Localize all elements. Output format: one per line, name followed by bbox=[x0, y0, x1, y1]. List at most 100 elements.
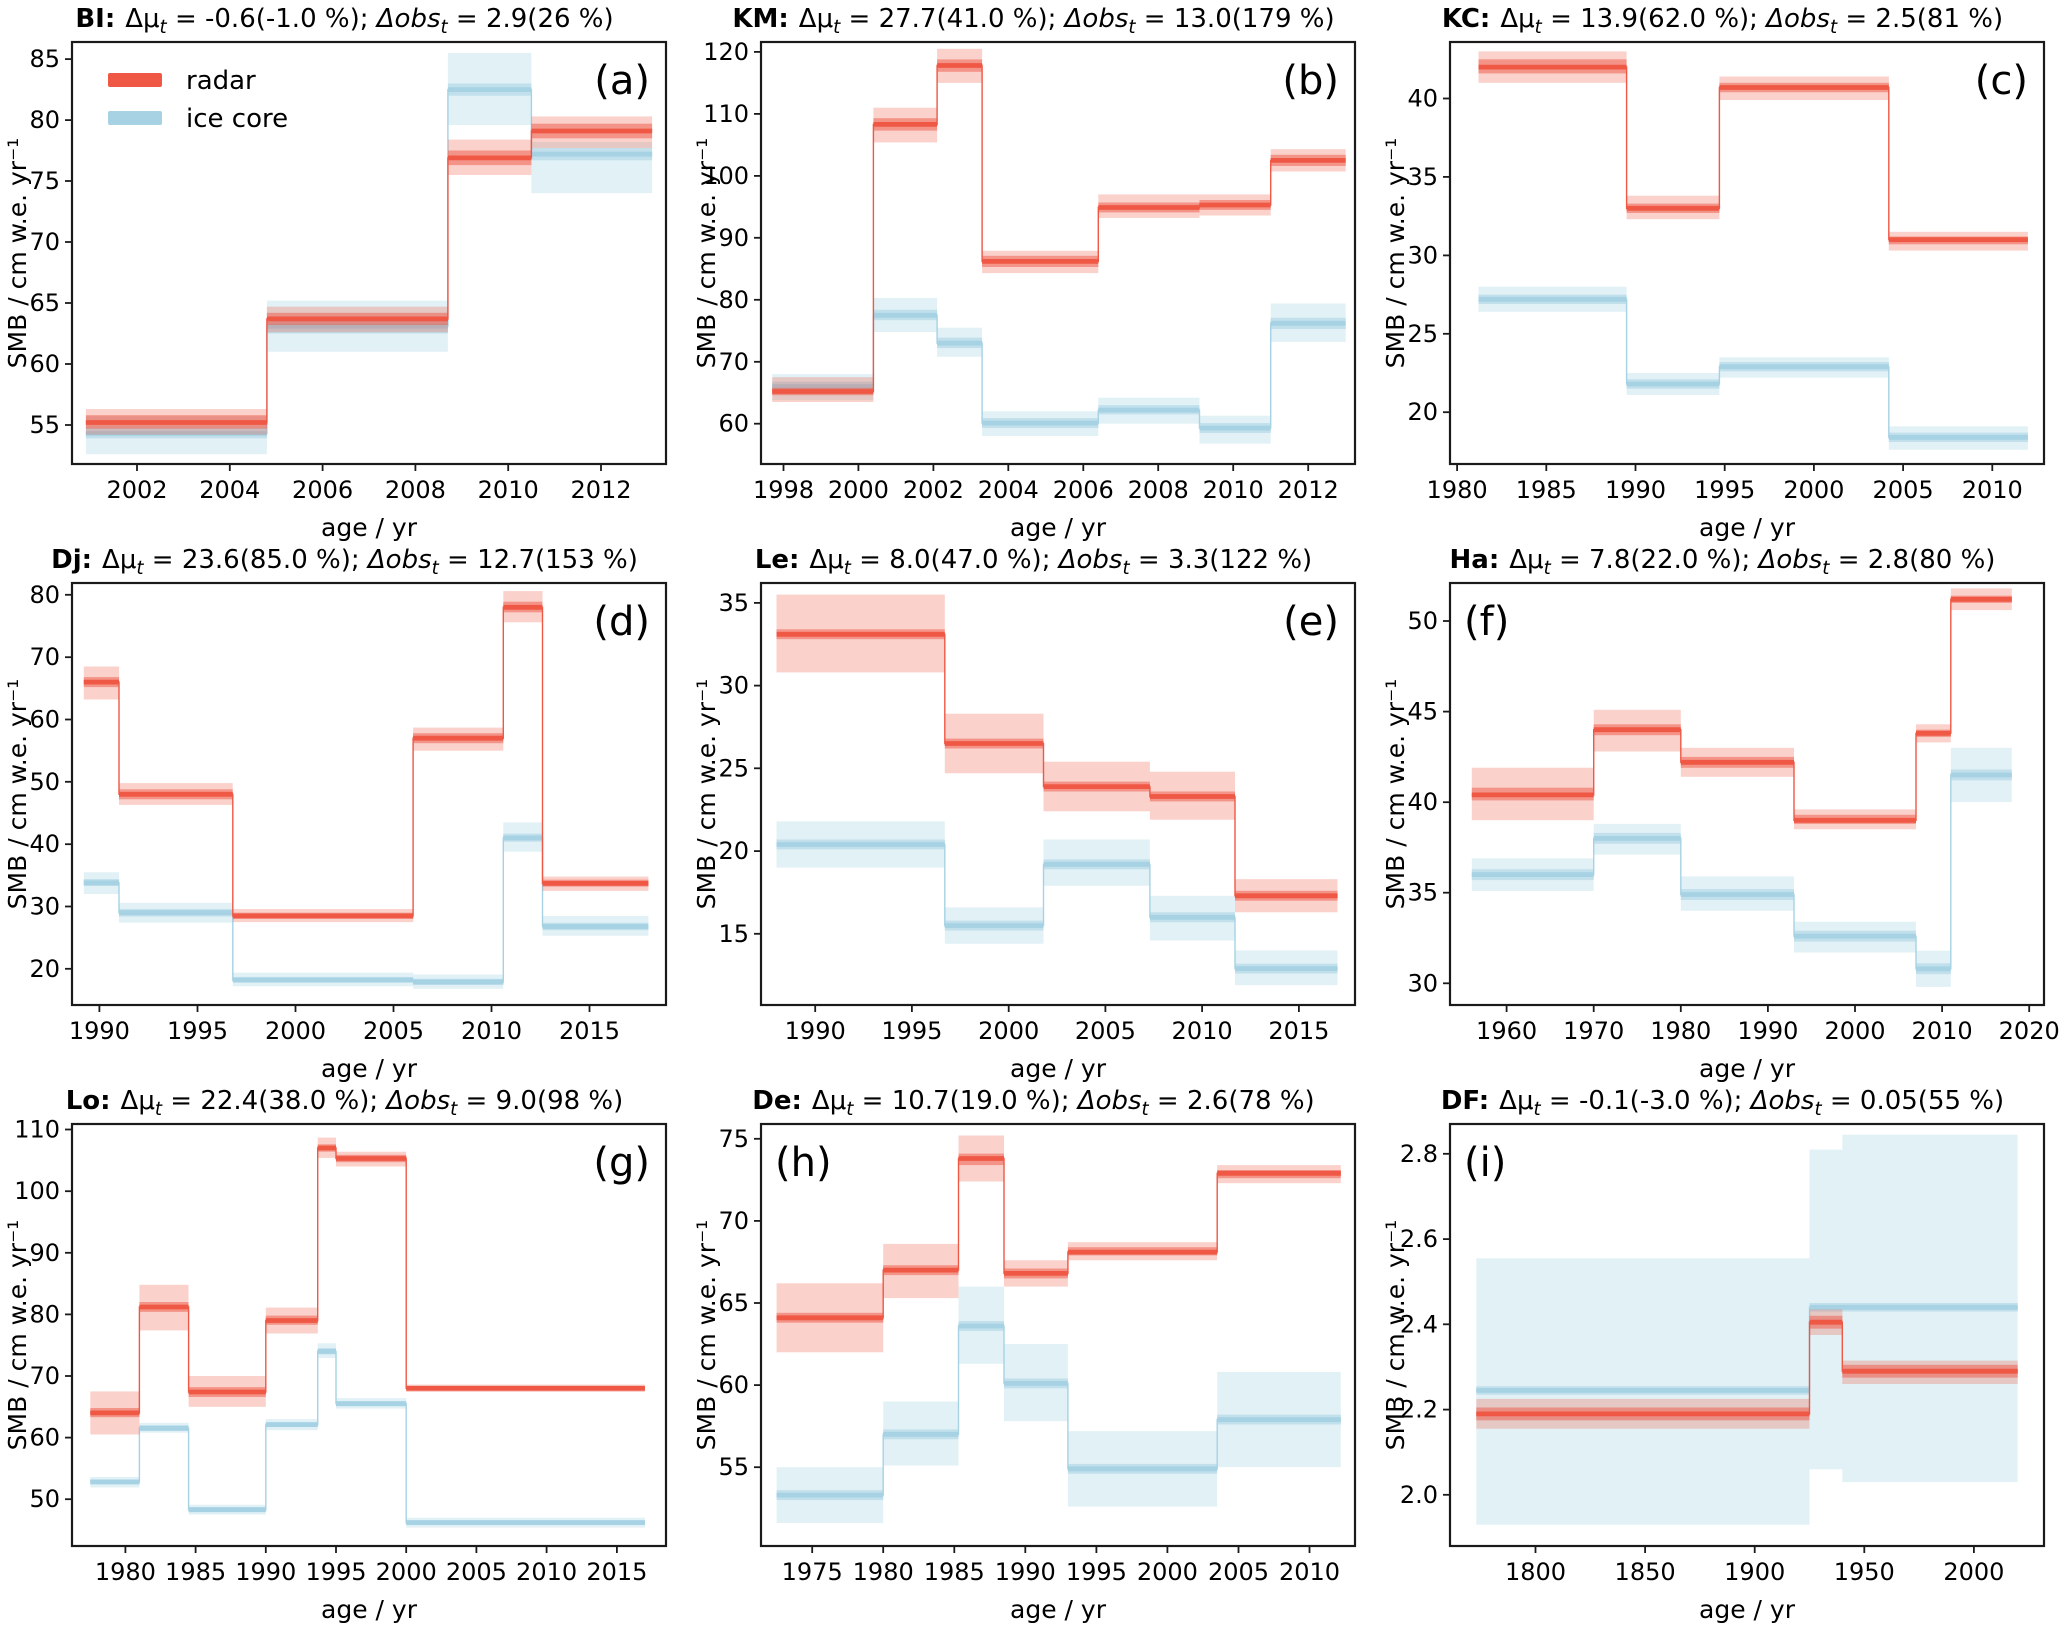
x-tick-label: 1980 bbox=[1650, 1017, 1711, 1045]
panel-title-d: Dj: Δμt = 23.6(85.0 %); Δobst = 12.7(153 … bbox=[0, 541, 689, 579]
x-tick-label: 2005 bbox=[1208, 1558, 1269, 1586]
radar-step-line bbox=[90, 1147, 645, 1414]
x-tick-label: 2012 bbox=[570, 476, 631, 504]
y-tick-label: 20 bbox=[29, 955, 60, 983]
x-axis-label: age / yr bbox=[321, 513, 418, 541]
panel-letter: (b) bbox=[1282, 58, 1339, 104]
axes-frame bbox=[70, 1122, 668, 1548]
y-tick-label: 60 bbox=[718, 410, 749, 438]
x-tick-label: 1995 bbox=[1066, 1558, 1127, 1586]
x-tick-label: 2012 bbox=[1278, 476, 1339, 504]
radar-step-line bbox=[772, 64, 1346, 393]
panel-plot-c: 1980 1985 1990 1995 2000 2005 2010 20 25 30 35 40 ag… bbox=[1381, 40, 2046, 542]
x-tick-label: 2000 bbox=[1943, 1558, 2004, 1586]
x-tick-label: 1850 bbox=[1615, 1558, 1676, 1586]
y-tick-label: 35 bbox=[718, 589, 749, 617]
y-tick-label: 25 bbox=[718, 754, 749, 782]
panel-plot-i: 1800 1850 1900 1950 2000 2.0 2.2 2.4 2.6 2.8 age /… bbox=[1381, 1122, 2046, 1624]
y-tick-label: 45 bbox=[1407, 698, 1438, 726]
y-tick-label: 110 bbox=[703, 100, 749, 128]
x-axis-label: age / yr bbox=[1699, 1054, 1796, 1082]
y-tick-label: 30 bbox=[1407, 969, 1438, 997]
panel-site: Dj: bbox=[51, 545, 93, 575]
ice_core-step-line bbox=[1471, 774, 2012, 970]
x-tick-label: 2006 bbox=[292, 476, 353, 504]
subplot-b: KM: Δμt = 27.7(41.0 %); Δobst = 13.0(179 … bbox=[689, 0, 1378, 542]
radar-step-line bbox=[1478, 66, 2028, 241]
x-tick-label: 2000 bbox=[1783, 476, 1844, 504]
x-tick-label: 1990 bbox=[1605, 476, 1666, 504]
x-tick-label: 2000 bbox=[376, 1558, 437, 1586]
x-tick-label: 2020 bbox=[1999, 1017, 2060, 1045]
x-tick-label: 2000 bbox=[1137, 1558, 1198, 1586]
x-tick-label: 2005 bbox=[446, 1558, 507, 1586]
x-axis-label: age / yr bbox=[1699, 513, 1796, 541]
y-tick-label: 55 bbox=[718, 1453, 749, 1481]
panel-site: Ha: bbox=[1449, 545, 1500, 575]
x-tick-label: 2006 bbox=[1053, 476, 1114, 504]
panel-plot-f: 1960 1970 1980 1990 2000 2010 2020 30 35 40 45 50 ag… bbox=[1381, 581, 2060, 1083]
legend-label: radar bbox=[186, 66, 256, 96]
y-axis-label: SMB / cm w.e. yr⁻¹ bbox=[3, 138, 32, 369]
x-axis-label: age / yr bbox=[321, 1054, 418, 1082]
panel-letter: (e) bbox=[1283, 599, 1339, 645]
panel-plot-e: 1990 1995 2000 2005 2010 2015 15 20 25 30 35 age / … bbox=[692, 581, 1357, 1083]
y-tick-label: 65 bbox=[718, 1289, 749, 1317]
y-axis-label: SMB / cm w.e. yr⁻¹ bbox=[1381, 679, 1410, 910]
x-tick-label: 2008 bbox=[1128, 476, 1189, 504]
panel-plot-b: 1998 2000 2002 2004 2006 2008 2010 2012 60 70 80 90… bbox=[692, 38, 1357, 542]
x-tick-label: 1980 bbox=[1427, 476, 1488, 504]
x-tick-label: 1990 bbox=[995, 1558, 1056, 1586]
panel-letter: (d) bbox=[593, 599, 650, 645]
y-tick-label: 2.4 bbox=[1400, 1310, 1438, 1338]
panel-stats: Δμt = 13.9(62.0 %); Δobst = 2.5(81 %) bbox=[1500, 4, 2004, 39]
x-tick-label: 2002 bbox=[106, 476, 167, 504]
panel-site: De: bbox=[752, 1086, 802, 1116]
x-tick-label: 1985 bbox=[165, 1558, 226, 1586]
panel-site: KM: bbox=[732, 4, 789, 34]
x-tick-label: 1990 bbox=[235, 1558, 296, 1586]
x-tick-label: 2010 bbox=[461, 1017, 522, 1045]
subplot-e: Le: Δμt = 8.0(47.0 %); Δobst = 3.3(122 %)… bbox=[689, 541, 1378, 1083]
y-tick-label: 30 bbox=[1407, 241, 1438, 269]
x-tick-label: 1980 bbox=[95, 1558, 156, 1586]
panel-site: Le: bbox=[754, 545, 800, 575]
radar-step-line bbox=[83, 606, 649, 917]
panel-title-i: DF: Δμt = -0.1(-3.0 %); Δobst = 0.05(55 %… bbox=[1378, 1082, 2067, 1120]
y-tick-label: 80 bbox=[29, 106, 60, 134]
subplot-c: KC: Δμt = 13.9(62.0 %); Δobst = 2.5(81 %)… bbox=[1378, 0, 2067, 542]
panel-stats: Δμt = 10.7(19.0 %); Δobst = 2.6(78 %) bbox=[811, 1086, 1315, 1121]
y-tick-label: 40 bbox=[1407, 788, 1438, 816]
x-tick-label: 2005 bbox=[1075, 1017, 1136, 1045]
legend-swatch-ice_core bbox=[108, 111, 162, 125]
y-tick-label: 25 bbox=[1407, 320, 1438, 348]
panel-letter: (a) bbox=[594, 58, 650, 104]
axes-frame bbox=[1448, 581, 2046, 1007]
y-tick-label: 80 bbox=[29, 581, 60, 609]
subplot-i: DF: Δμt = -0.1(-3.0 %); Δobst = 0.05(55 %… bbox=[1378, 1082, 2067, 1624]
panel-stats: Δμt = 22.4(38.0 %); Δobst = 9.0(98 %) bbox=[120, 1086, 624, 1121]
x-tick-label: 1900 bbox=[1724, 1558, 1785, 1586]
x-tick-label: 2004 bbox=[978, 476, 1039, 504]
x-tick-label: 2010 bbox=[1203, 476, 1264, 504]
subplot-a: BI: Δμt = -0.6(-1.0 %); Δobst = 2.9(26 %)… bbox=[0, 0, 689, 542]
y-tick-label: 50 bbox=[29, 1485, 60, 1513]
y-tick-label: 75 bbox=[29, 167, 60, 195]
y-axis-label: SMB / cm w.e. yr⁻¹ bbox=[692, 679, 721, 910]
x-tick-label: 1995 bbox=[881, 1017, 942, 1045]
y-tick-label: 50 bbox=[1407, 607, 1438, 635]
x-axis-label: age / yr bbox=[1010, 1595, 1107, 1623]
axes-frame bbox=[70, 581, 668, 1007]
ice_core-step-line bbox=[90, 1350, 645, 1524]
legend-label: ice core bbox=[186, 104, 288, 134]
y-tick-label: 90 bbox=[718, 224, 749, 252]
x-axis-label: age / yr bbox=[321, 1595, 418, 1623]
axes-frame bbox=[1448, 40, 2046, 466]
y-tick-label: 90 bbox=[29, 1239, 60, 1267]
panel-plot-g: 1980 1985 1990 1995 2000 2005 2010 2015 50 60 70 80… bbox=[3, 1116, 668, 1624]
panel-stats: Δμt = 8.0(47.0 %); Δobst = 3.3(122 %) bbox=[809, 545, 1313, 580]
panel-title-b: KM: Δμt = 27.7(41.0 %); Δobst = 13.0(179 … bbox=[689, 0, 1378, 38]
y-tick-label: 2.0 bbox=[1400, 1481, 1438, 1509]
panel-letter: (h) bbox=[775, 1140, 832, 1186]
